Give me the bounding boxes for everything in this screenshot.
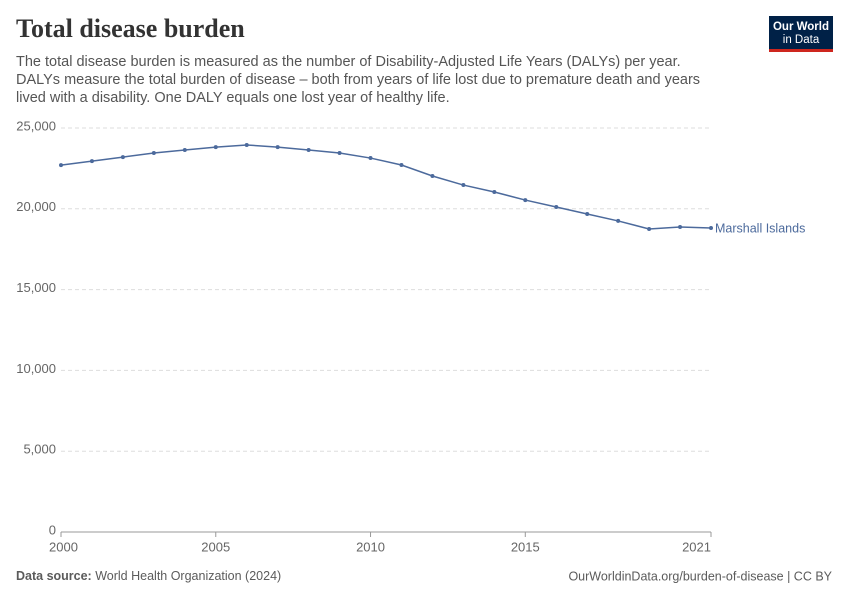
point	[461, 183, 466, 188]
point	[492, 189, 497, 194]
y-tick-label: 10,000	[16, 361, 56, 376]
subtitle: DALYs measure the total burden of diseas…	[16, 72, 700, 88]
point	[120, 155, 125, 160]
line	[60, 144, 712, 230]
y-tick-label: 25,000	[16, 118, 56, 133]
point	[709, 226, 713, 231]
series-label: Marshall Islands	[715, 221, 805, 235]
point	[368, 156, 373, 161]
footer-link[interactable]: OurWorldinData.org/burden-of-disease | C…	[568, 569, 832, 583]
chart-title: Total disease burden	[16, 14, 245, 43]
source-label: Data source:	[16, 569, 92, 583]
subtitle: The total disease burden is measured as …	[16, 54, 681, 70]
logo[interactable]: Our World in Data	[769, 16, 833, 52]
y-tick-label: 20,000	[16, 199, 56, 214]
logo-box	[769, 16, 833, 52]
x-tick-label: 2015	[511, 539, 540, 554]
logo-text: in Data	[783, 34, 820, 46]
point	[337, 151, 342, 156]
point	[585, 211, 590, 216]
point	[678, 225, 683, 230]
footer-source: Data source: World Health Organization (…	[16, 569, 281, 583]
y-tick-label: 5,000	[23, 442, 56, 457]
point	[616, 218, 621, 223]
subtitle: lived with a disability. One DALY equals…	[16, 90, 450, 106]
point	[399, 163, 404, 168]
point	[430, 173, 435, 178]
point	[554, 205, 559, 210]
source: World Health Organization (2024)	[95, 569, 281, 583]
logo-text: Our World	[773, 21, 829, 33]
point	[89, 159, 94, 164]
point	[306, 147, 311, 152]
x-tick-label: 2005	[201, 539, 230, 554]
point	[244, 142, 249, 147]
x-tick-label: 2021	[682, 539, 711, 554]
point	[523, 198, 528, 203]
point	[151, 151, 156, 156]
point	[182, 147, 187, 152]
point	[647, 227, 652, 231]
logo-bar	[769, 49, 833, 52]
x-tick-label: 2000	[49, 539, 78, 554]
y-tick-label: 0	[49, 522, 56, 537]
y-tick-label: 15,000	[16, 280, 56, 295]
point	[213, 145, 218, 150]
point	[59, 163, 63, 168]
point	[275, 145, 280, 150]
x-tick-label: 2010	[356, 539, 385, 554]
